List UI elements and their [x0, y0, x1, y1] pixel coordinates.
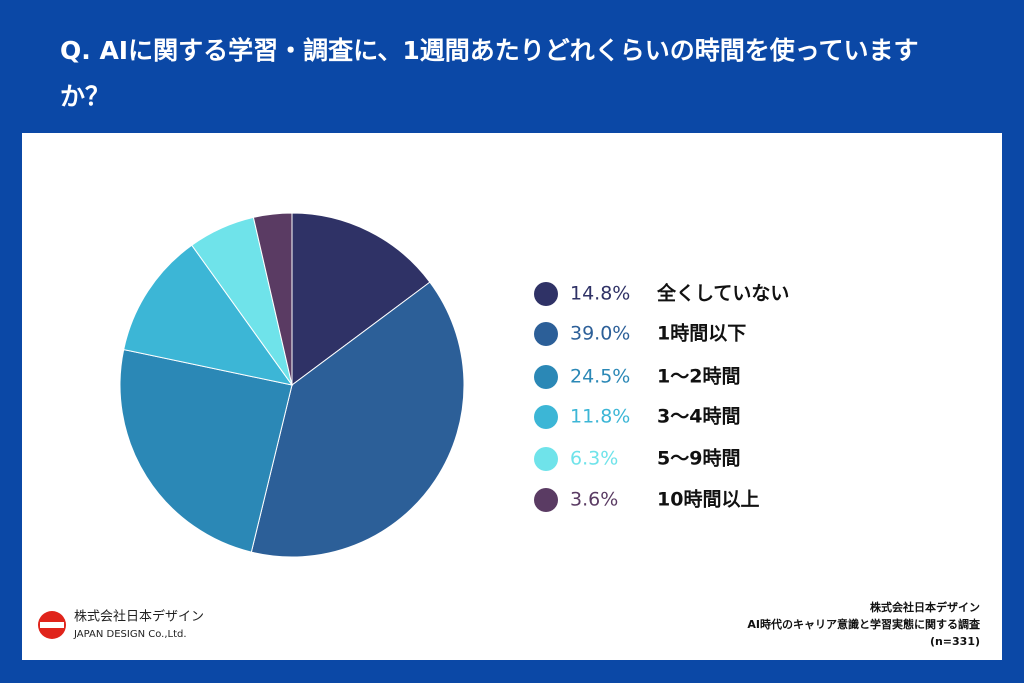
source-note: (n=331) — [930, 635, 980, 648]
legend-label: 5〜9時間 — [657, 448, 740, 470]
value-label: 14.8% — [570, 283, 630, 305]
legend-label: 1〜2時間 — [657, 366, 740, 388]
source-note: AI時代のキャリア意識と学習実態に関する調査 — [747, 617, 980, 631]
pie-slice — [252, 212, 293, 386]
source-note: 株式会社日本デザイン — [870, 600, 980, 614]
pie-slice — [291, 212, 431, 386]
chart-title: Q. AIに関する学習・調査に、1週間あたりどれくらいの時間を使っていますか？ — [60, 36, 919, 111]
value-label: 11.8% — [570, 406, 630, 428]
legend-marker — [534, 322, 558, 346]
legend-marker — [534, 488, 558, 512]
logo-name: 株式会社日本デザイン — [74, 609, 204, 625]
legend-label: 1時間以下 — [657, 323, 746, 345]
value-label: 24.5% — [570, 366, 630, 388]
legend-marker — [534, 365, 558, 389]
legend-label: 全くしていない — [656, 282, 789, 305]
legend-marker — [534, 405, 558, 429]
pie-slice — [119, 348, 293, 553]
legend-marker — [534, 282, 558, 306]
legend-marker — [534, 447, 558, 471]
pie-slice — [250, 281, 465, 558]
logo-bar — [40, 622, 64, 628]
legend-label: 10時間以上 — [657, 489, 759, 511]
legend-label: 3〜4時間 — [657, 406, 740, 428]
value-label: 6.3% — [570, 448, 618, 470]
logo-name-en: JAPAN DESIGN Co.,Ltd. — [73, 629, 187, 640]
logo — [38, 611, 66, 639]
value-label: 39.0% — [570, 323, 630, 345]
value-label: 3.6% — [570, 489, 618, 511]
pie-slice — [123, 244, 294, 386]
